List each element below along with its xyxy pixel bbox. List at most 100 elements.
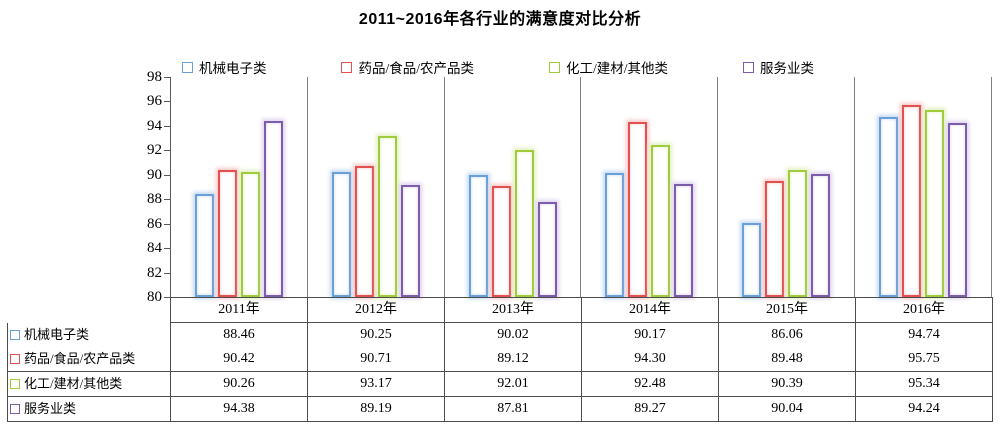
value-cell: 90.17 <box>581 322 719 347</box>
bar <box>217 169 237 297</box>
row-header-cell: 药品/食品/农产品类 <box>7 347 171 372</box>
value-cell: 95.75 <box>855 347 993 372</box>
bar <box>628 122 648 297</box>
y-tick-label: 90 <box>147 166 162 183</box>
bar <box>194 193 214 297</box>
y-tick <box>164 199 170 201</box>
bar <box>765 181 785 297</box>
value-cell: 90.71 <box>307 347 445 372</box>
legend-marker-icon <box>742 61 754 73</box>
bar <box>948 123 968 297</box>
category-cell <box>581 77 719 297</box>
legend-item: 药品/食品/农产品类 <box>341 57 474 77</box>
category-cell <box>445 77 582 297</box>
value-cell: 89.48 <box>718 347 856 372</box>
value-cell: 88.46 <box>170 322 308 347</box>
table-row: 服务业类 94.38 89.19 87.81 89.27 90.04 94.24 <box>7 396 993 422</box>
year-header-cell: 2016年 <box>855 297 993 323</box>
value-cell: 86.06 <box>718 322 856 347</box>
y-tick-label: 88 <box>147 191 162 208</box>
bar-group <box>581 122 717 297</box>
value-cell: 95.34 <box>855 371 993 397</box>
legend-marker-icon <box>548 61 560 73</box>
legend-item: 机械电子类 <box>182 57 267 77</box>
y-tick <box>164 101 170 103</box>
bar <box>354 166 374 297</box>
value-cell: 89.19 <box>307 396 445 422</box>
bar <box>377 136 397 297</box>
y-tick-label: 84 <box>147 240 162 257</box>
bar <box>263 121 283 297</box>
bar <box>879 116 899 297</box>
series-marker-icon <box>10 354 20 364</box>
bar <box>400 184 420 297</box>
legend-label: 药品/食品/农产品类 <box>358 61 474 76</box>
bar-group <box>718 170 854 297</box>
bar <box>605 172 625 297</box>
y-tick-label: 92 <box>147 142 162 159</box>
bar <box>468 174 488 297</box>
bar-group <box>445 150 581 297</box>
legend-item: 服务业类 <box>742 57 814 77</box>
plot-area <box>170 77 992 297</box>
value-cell: 90.39 <box>718 371 856 397</box>
bar <box>674 183 694 297</box>
legend-label: 服务业类 <box>759 61 814 76</box>
value-cell: 93.17 <box>307 371 445 397</box>
data-table: 2011年 2012年 2013年 2014年 2015年 2016年 机械电子类 88.46… <box>7 297 993 422</box>
bar-group <box>308 136 444 297</box>
year-header-cell: 2011年 <box>170 297 308 323</box>
bar <box>240 171 260 297</box>
bar <box>514 150 534 297</box>
y-tick-label: 86 <box>147 215 162 232</box>
y-tick <box>164 223 170 225</box>
value-cell: 90.04 <box>718 396 856 422</box>
y-tick-label: 98 <box>147 69 162 85</box>
row-header-cell: 机械电子类 <box>7 322 171 347</box>
table-header-row: 2011年 2012年 2013年 2014年 2015年 2016年 <box>8 297 993 323</box>
bar <box>788 170 808 297</box>
year-header-cell: 2013年 <box>444 297 582 323</box>
bar <box>491 185 511 297</box>
y-tick <box>164 150 170 152</box>
category-cell <box>171 77 308 297</box>
bar <box>902 104 922 297</box>
category-cell <box>308 77 445 297</box>
legend-item: 化工/建材/其他类 <box>548 57 668 77</box>
value-cell: 87.81 <box>444 396 582 422</box>
year-header-cell: 2014年 <box>581 297 719 323</box>
bar-group <box>855 104 991 297</box>
bar <box>331 171 351 297</box>
y-tick-label: 94 <box>147 117 162 134</box>
bar <box>651 144 671 297</box>
row-header-cell: 化工/建材/其他类 <box>7 371 171 397</box>
legend-label: 化工/建材/其他类 <box>565 61 668 76</box>
category-cell <box>718 77 856 297</box>
y-tick <box>164 77 170 78</box>
table-row: 药品/食品/农产品类 90.42 90.71 89.12 94.30 89.48 95.75 <box>7 347 993 372</box>
bar <box>537 201 557 297</box>
row-header-cell: 服务业类 <box>7 396 171 422</box>
table-row: 化工/建材/其他类 90.26 93.17 92.01 92.48 90.39 95.34 <box>7 371 993 397</box>
y-tick <box>164 125 170 127</box>
y-tick <box>164 272 170 274</box>
legend-marker-icon <box>341 61 353 73</box>
bar <box>742 222 762 297</box>
series-marker-icon <box>10 379 20 389</box>
value-cell: 89.12 <box>444 347 582 372</box>
y-tick <box>164 174 170 176</box>
legend: 机械电子类 药品/食品/农产品类 化工/建材/其他类 服务业类 <box>182 57 814 77</box>
value-cell: 94.30 <box>581 347 719 372</box>
year-header-cell: 2012年 <box>307 297 445 323</box>
table-row: 机械电子类 88.46 90.25 90.02 90.17 86.06 94.74 <box>7 322 993 347</box>
value-cell: 94.24 <box>855 396 993 422</box>
y-tick <box>164 297 170 298</box>
y-tick <box>164 248 170 250</box>
category-cell <box>855 77 991 297</box>
value-cell: 94.38 <box>170 396 308 422</box>
y-tick-label: 82 <box>147 264 162 281</box>
series-marker-icon <box>10 329 20 340</box>
legend-label: 机械电子类 <box>199 61 267 76</box>
value-cell: 90.26 <box>170 371 308 397</box>
value-cell: 90.42 <box>170 347 308 372</box>
